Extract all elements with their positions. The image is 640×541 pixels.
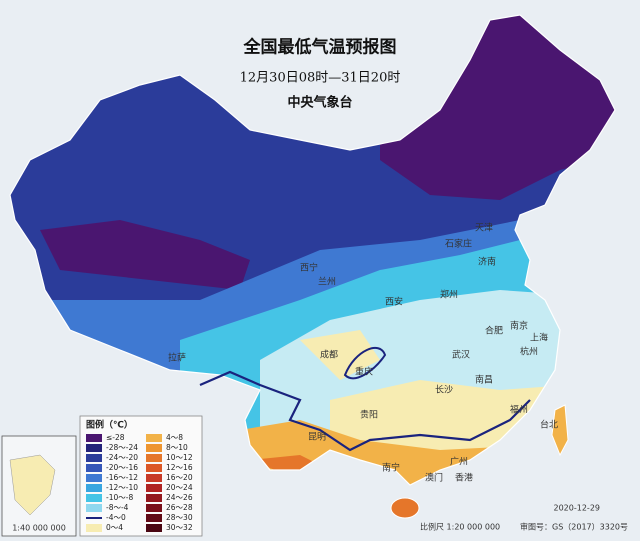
city: 兰州 [318,276,336,288]
legend-swatch [86,504,102,512]
city: 西宁 [300,262,318,274]
legend-swatch [86,444,102,452]
legend-label: -24～-20 [106,453,138,462]
legend-label: 12～16 [166,463,193,472]
city: 杭州 [520,346,538,358]
legend-label: 20～24 [166,483,193,492]
agency: 中央气象台 [287,95,352,111]
legend-label: -12～-10 [106,483,138,492]
city-labels: 成都 重庆 贵阳 昆明 拉萨 西宁 兰州 西安 郑州 济南 石家庄 天津 南京 … [168,223,558,484]
zero-isotherm [199,370,531,452]
legend-label: -20～-16 [106,463,138,472]
legend-label: 4～8 [166,433,183,442]
city: 长沙 [435,384,453,396]
legend-label: 0～4 [106,523,123,532]
legend-swatch [146,484,162,492]
legend-swatch [86,474,102,482]
legend-label: -4～0 [106,513,126,522]
city: 香港 [455,472,473,484]
legend-label: 8～10 [166,443,188,452]
legend-swatch [86,524,102,532]
legend-label: -28～-24 [106,443,138,452]
map-number: 审图号：GS（2017）3320号 [520,522,628,532]
legend-swatch [86,484,102,492]
legend-label: 30～32 [166,523,193,532]
city: 成都 [320,349,338,361]
legend-swatch [146,434,162,442]
scale: 比例尺 1:20 000 000 [420,522,500,532]
legend-label: 28～30 [166,513,193,522]
city: 南宁 [382,462,400,474]
city: 上海 [530,332,548,344]
city: 南昌 [475,374,493,386]
inset-map: 1:40 000 000 [1,435,77,537]
date: 2020-12-29 [554,504,601,513]
city: 台北 [540,419,558,431]
city: 昆明 [308,432,326,443]
city: 郑州 [440,289,458,301]
legend-swatch [86,434,102,442]
inset-scale: 1:40 000 000 [12,524,66,533]
legend-swatch [146,454,162,462]
legend-swatch [146,464,162,472]
city: 广州 [450,456,468,468]
city: 石家庄 [445,238,472,250]
city: 济南 [478,256,496,268]
city: 西安 [385,296,403,308]
legend-swatch [146,524,162,532]
city: 南京 [510,320,528,332]
hainan [390,497,420,519]
zero-isotherm-loop [343,346,387,380]
taiwan [551,404,569,457]
legend-label: -10～-8 [106,493,133,502]
legend-swatch [146,494,162,502]
legend-label: 16～20 [166,473,193,482]
city: 拉萨 [168,352,186,364]
legend-title: 图例（℃） [86,419,133,431]
legend-swatch [146,504,162,512]
legend-label: -16～-12 [106,473,138,482]
legend-swatch [86,494,102,502]
legend: 图例（℃） ≤-28-28～-24-24～-20-20～-16-16～-12-1… [79,415,203,537]
legend-swatch [146,444,162,452]
city: 重庆 [355,366,373,378]
city: 天津 [475,223,493,234]
legend-swatch [86,454,102,462]
legend-label: -8～-4 [106,503,129,512]
legend-swatch [146,514,162,522]
legend-label: 26～28 [166,503,193,512]
city: 贵阳 [360,409,378,421]
city: 福州 [510,404,528,416]
legend-label: ≤-28 [106,433,125,442]
city: 合肥 [485,325,503,337]
legend-label: 10～12 [166,453,193,462]
city: 澳门 [425,472,443,484]
city: 武汉 [452,349,470,361]
legend-swatch [86,464,102,472]
subtitle: 12月30日08时—31日20时 [240,71,401,86]
legend-swatch [146,474,162,482]
title: 全国最低气温预报图 [243,37,397,58]
legend-label: 24～26 [166,493,193,502]
